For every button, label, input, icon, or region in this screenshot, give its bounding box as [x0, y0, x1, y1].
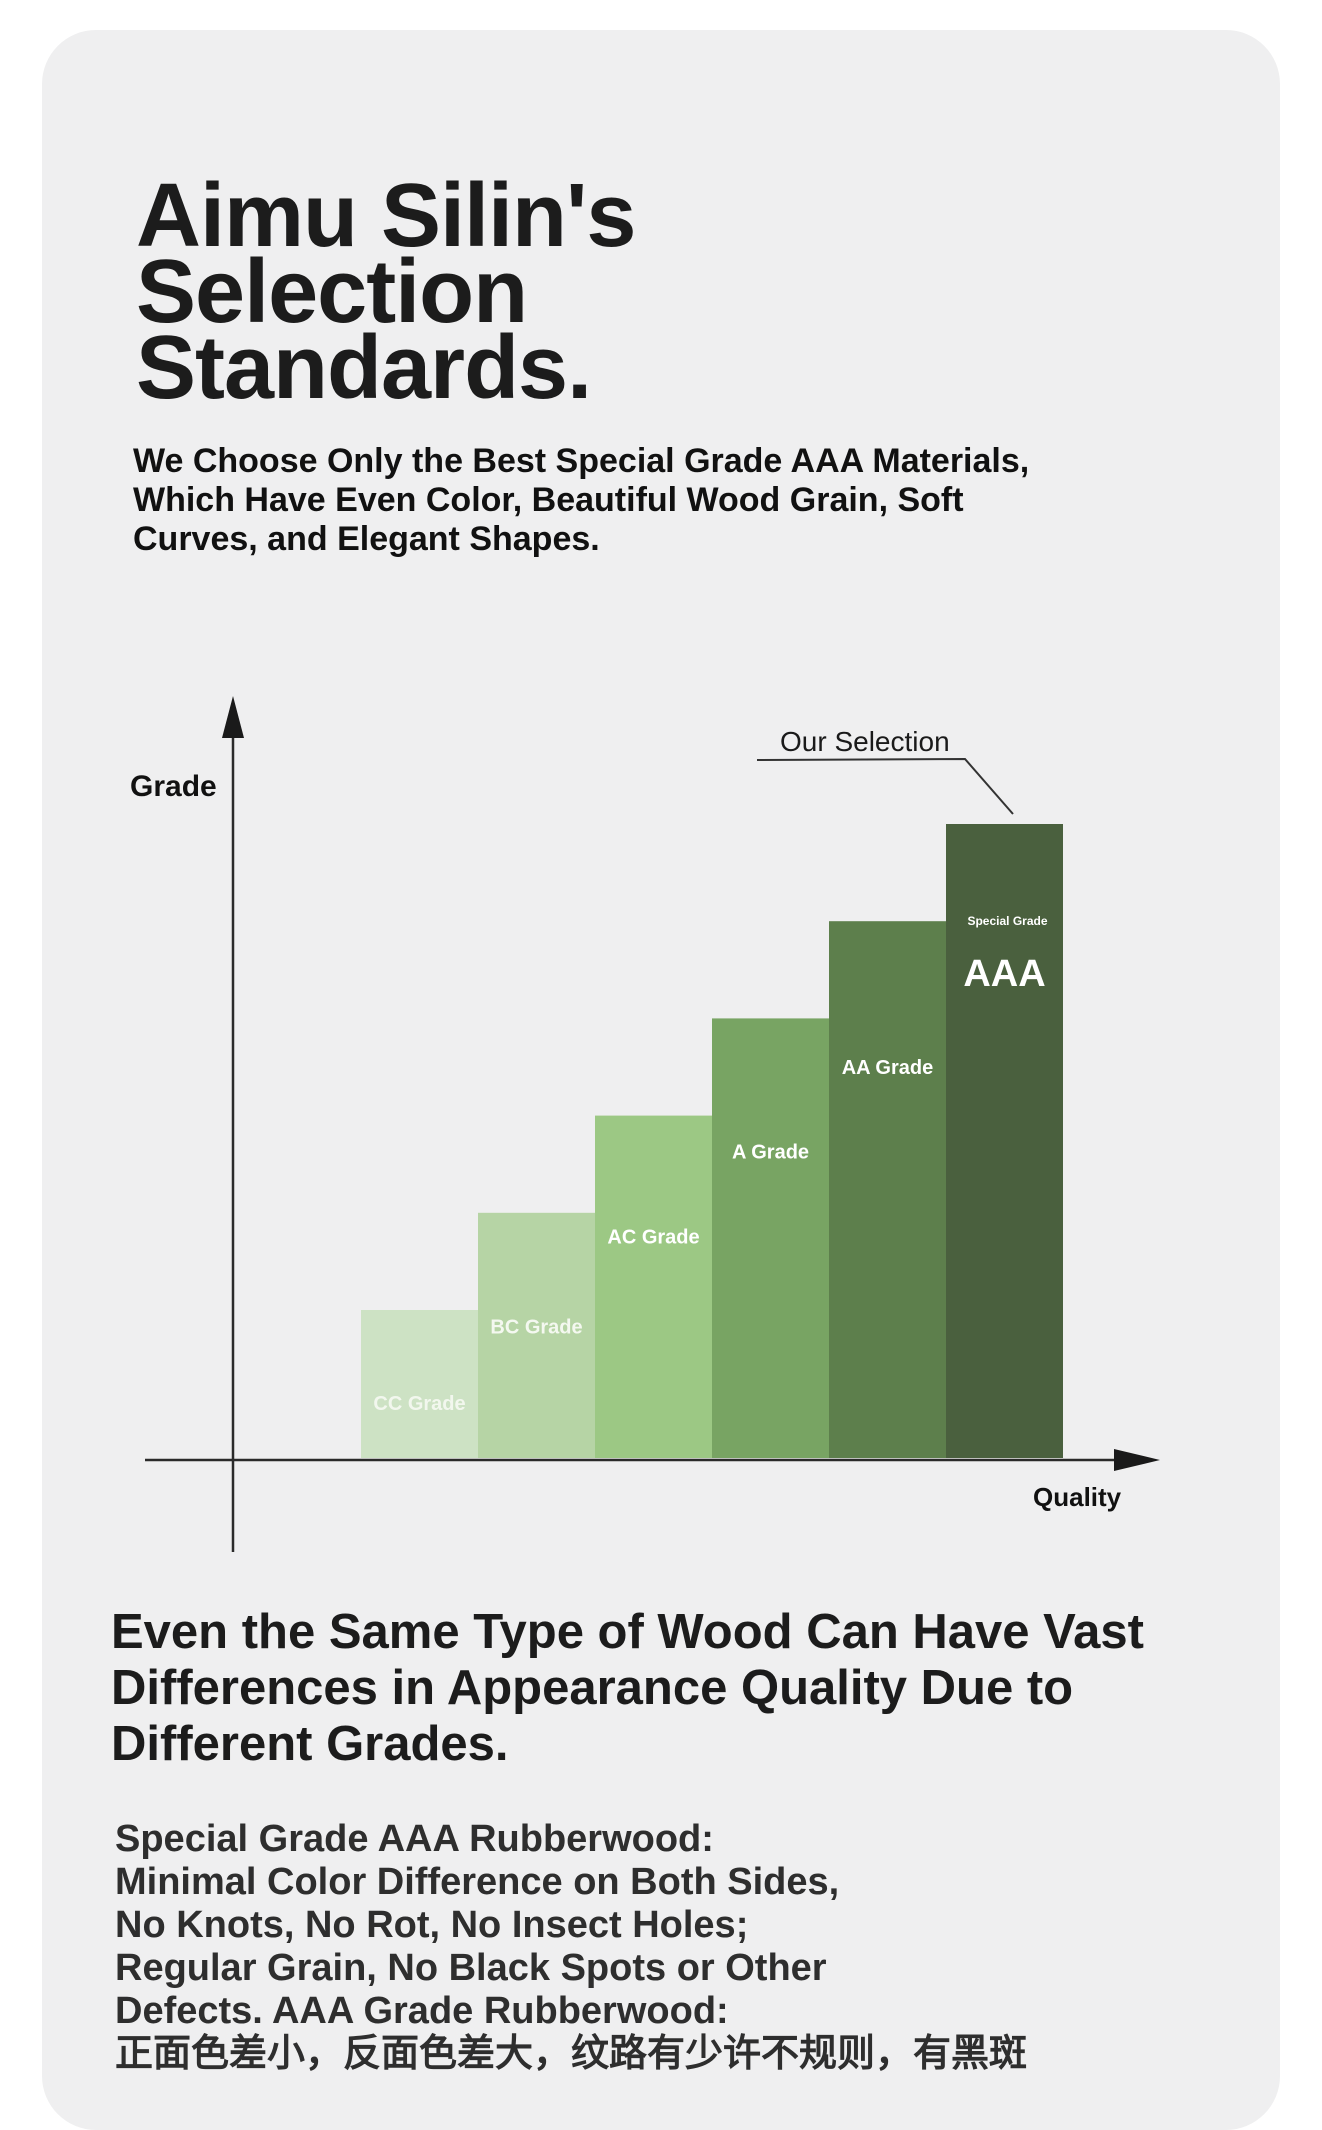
- bar-label-1: BC Grade: [490, 1317, 582, 1339]
- bar-caption-special-grade: Special Grade: [967, 914, 1047, 928]
- bar-cc-grade: [361, 1310, 478, 1458]
- description-line-2: Minimal Color Difference on Both Sides,: [115, 1861, 840, 1903]
- bar-label-4: AA Grade: [842, 1057, 934, 1079]
- x-axis-arrow: [1114, 1449, 1160, 1471]
- y-axis-arrow: [222, 696, 244, 738]
- page-title: Aimu Silin's Selection Standards.: [136, 166, 636, 418]
- bar-group: CC Grade BC Grade AC Grade A Grade AA Grade A…: [361, 824, 1063, 1458]
- description-line-5: Defects. AAA Grade Rubberwood:: [115, 1990, 729, 2032]
- y-axis-label: Grade: [130, 770, 217, 803]
- content-card: [42, 30, 1280, 2130]
- bar-special-grade-aaa: [946, 824, 1063, 1458]
- title-line-3: Standards.: [136, 318, 592, 418]
- bar-bc-grade: [478, 1212, 595, 1458]
- page-subtitle: We Choose Only the Best Special Grade AA…: [133, 442, 1030, 558]
- description-line-4: Regular Grain, No Black Spots or Other: [115, 1947, 827, 1989]
- grade-chart: Grade Quality CC Grade BC Grade AC Grade A …: [130, 696, 1160, 1552]
- title-line-1: Aimu Silin's: [136, 166, 636, 266]
- bar-a-grade: [712, 1018, 829, 1458]
- grade-description: Special Grade AAA Rubberwood: Minimal Co…: [115, 1818, 1235, 2076]
- title-line-2: Selection: [136, 242, 528, 342]
- description-line-1: Special Grade AAA Rubberwood:: [115, 1818, 714, 1860]
- section-headline: Even the Same Type of Wood Can Have Vast…: [111, 1605, 1144, 1771]
- bar-label-5: AAA: [963, 953, 1045, 995]
- bar-label-0: CC Grade: [373, 1393, 465, 1415]
- x-axis-label: Quality: [1033, 1482, 1122, 1512]
- annotation-our-selection: Our Selection: [780, 726, 950, 757]
- bar-label-3: A Grade: [732, 1141, 809, 1163]
- bar-label-2: AC Grade: [607, 1226, 699, 1248]
- description-line-3: No Knots, No Rot, No Insect Holes;: [115, 1904, 749, 1946]
- description-line-6: 正面色差小，反面色差大，纹路有少许不规则，有黑斑: [115, 2033, 1028, 2075]
- bar-ac-grade: [595, 1115, 712, 1458]
- bar-aa-grade: [829, 921, 946, 1458]
- annotation-leader-line: [756, 757, 1014, 815]
